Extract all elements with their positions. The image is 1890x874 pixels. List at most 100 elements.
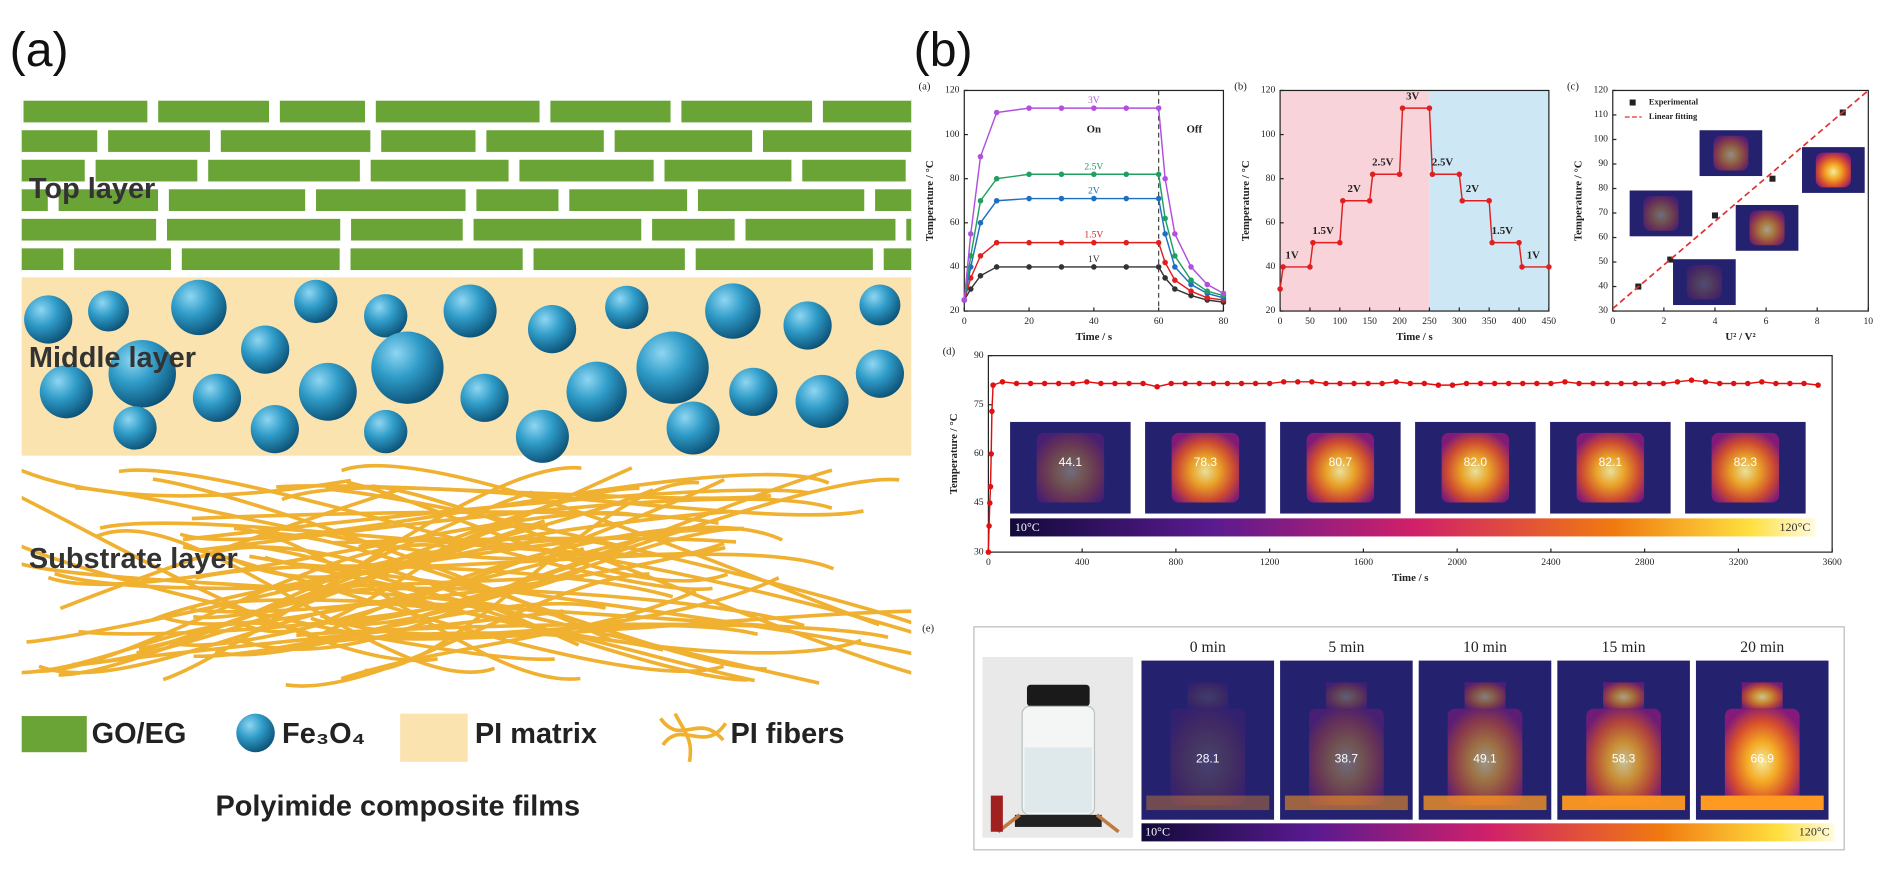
point	[1013, 380, 1020, 387]
point	[993, 109, 1000, 116]
point	[1491, 380, 1498, 387]
point	[1162, 259, 1168, 266]
fit-line	[1612, 89, 1869, 310]
fiber	[36, 543, 463, 673]
x-tick-label: 4	[1713, 316, 1718, 327]
point	[1711, 212, 1718, 219]
point	[1337, 380, 1343, 387]
point	[961, 297, 968, 303]
point	[1399, 105, 1406, 111]
x-tick-label: 8	[1815, 316, 1820, 327]
brick	[469, 215, 645, 245]
subpanel-label: (b)	[1234, 80, 1247, 92]
point	[1280, 264, 1286, 270]
plot-frame	[1279, 89, 1550, 312]
x-tick-label: 0	[1610, 316, 1615, 327]
brick	[565, 185, 691, 215]
top-layer-bricks	[21, 97, 912, 274]
x-tick-label: 50	[1305, 316, 1315, 327]
colorbar-label: 120°C	[1780, 520, 1811, 534]
brick	[21, 215, 160, 245]
y-tick-label: 20	[1266, 305, 1276, 316]
y-tick-label: 20	[950, 305, 960, 316]
y-tick-label: 40	[1598, 281, 1608, 292]
point	[1188, 277, 1194, 283]
point	[987, 483, 994, 490]
brick	[902, 215, 912, 245]
fiber	[168, 478, 725, 647]
brick	[692, 244, 877, 274]
series-label: 1.5V	[1084, 230, 1103, 241]
point	[1026, 195, 1032, 202]
point	[1162, 175, 1168, 182]
series-line	[963, 107, 1224, 301]
fe3o4-spheres	[24, 279, 905, 463]
fiber	[190, 541, 725, 614]
point	[1058, 171, 1065, 178]
point	[1188, 264, 1194, 270]
colorbar	[1010, 518, 1816, 537]
x-tick-label: 250	[1422, 316, 1437, 327]
fe3o4-sphere	[192, 373, 242, 422]
brick	[472, 185, 563, 215]
fe3o4-sphere	[705, 283, 761, 339]
plot-frame	[1612, 89, 1869, 312]
point	[977, 153, 984, 160]
thermal-hot-zone	[1815, 152, 1851, 188]
legend-swatch	[1629, 99, 1636, 106]
legend-swatch	[21, 716, 87, 753]
series-line	[963, 241, 1224, 301]
thermal-bottle	[1170, 708, 1246, 806]
fiber	[99, 521, 726, 557]
fiber	[310, 526, 744, 627]
y-tick-label: 30	[1598, 305, 1608, 316]
colorbar-label: 10°C	[1145, 825, 1170, 839]
point	[1162, 231, 1168, 237]
x-tick-label: 60	[1154, 316, 1164, 327]
series-label: 1V	[1088, 254, 1100, 265]
point	[990, 382, 996, 388]
point	[1196, 380, 1203, 387]
annotation: 1.5V	[1312, 225, 1334, 237]
brick	[346, 244, 527, 274]
fiber	[233, 526, 581, 681]
brick	[21, 97, 151, 127]
point	[999, 379, 1006, 385]
thermal-reading: 80.7	[1329, 455, 1353, 469]
point	[1091, 105, 1097, 111]
point	[1407, 380, 1414, 387]
thermal-bottle-neck	[1741, 682, 1783, 709]
annotation: 1.5V	[1492, 225, 1514, 237]
y-axis-label: Temperature / °C	[948, 414, 960, 495]
fiber	[196, 497, 833, 553]
point	[1266, 380, 1273, 387]
x-tick-label: 2	[1661, 316, 1666, 327]
point	[1091, 195, 1097, 202]
point	[1112, 380, 1118, 387]
series-label: 3V	[1088, 95, 1100, 106]
fe3o4-sphere	[605, 285, 649, 330]
y-tick-label: 120	[945, 85, 960, 96]
y-tick-label: 60	[1598, 232, 1608, 243]
x-tick-label: 400	[1075, 557, 1090, 568]
fiber	[21, 468, 352, 498]
brick	[372, 97, 544, 127]
substrate-fibers	[21, 464, 912, 688]
point	[1058, 105, 1065, 111]
point	[1098, 380, 1104, 387]
y-tick-label: 120	[1261, 85, 1276, 96]
subpanel-label: (e)	[922, 623, 934, 635]
x-tick-label: 150	[1362, 316, 1377, 327]
brick	[660, 156, 796, 186]
point	[1396, 171, 1403, 178]
x-tick-label: 2000	[1448, 557, 1467, 568]
thermal-hot-zone	[1576, 432, 1645, 503]
fiber	[59, 485, 408, 611]
fe3o4-sphere	[859, 284, 901, 326]
y-tick-label: 110	[1594, 109, 1608, 120]
point	[1188, 292, 1194, 299]
point	[1660, 380, 1667, 387]
y-tick-label: 60	[950, 217, 960, 228]
x-tick-label: 80	[1219, 316, 1229, 327]
point	[1429, 171, 1436, 178]
